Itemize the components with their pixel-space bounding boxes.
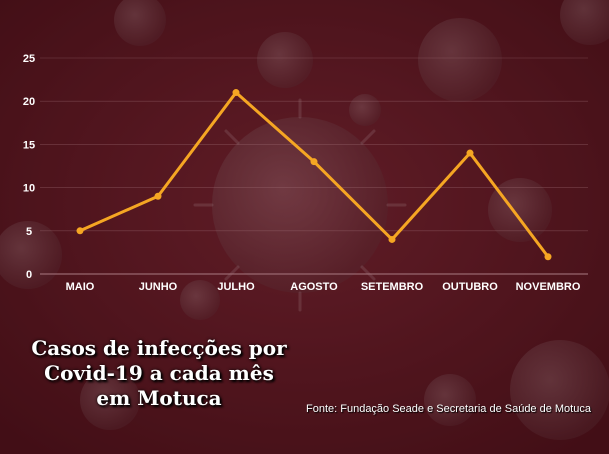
series-line [78, 91, 550, 259]
y-axis-ticks: 0 5 10 15 20 25 [23, 53, 35, 281]
x-tick-label: OUTUBRO [442, 281, 498, 293]
data-point [76, 227, 84, 235]
x-tick-label: NOVEMBRO [516, 281, 581, 293]
chart-title: Casos de infecções por Covid-19 a cada m… [31, 336, 287, 410]
gridlines [40, 57, 588, 275]
data-point [544, 253, 552, 261]
y-tick-label: 0 [26, 269, 32, 281]
x-tick-label: JUNHO [139, 281, 178, 293]
y-tick-label: 5 [26, 226, 32, 238]
data-point [388, 235, 396, 243]
data-point [232, 89, 240, 97]
x-tick-label: JULHO [217, 281, 255, 293]
x-axis-ticks: MAIO JUNHO JULHO AGOSTO SETEMBRO OUTUBRO NOVEM… [66, 281, 581, 293]
data-point [154, 192, 162, 200]
data-point [310, 158, 318, 166]
chart-source-note: Fonte: Fundação Seade e Secretaria de Sa… [306, 403, 591, 415]
x-tick-label: MAIO [66, 281, 95, 293]
data-point [466, 149, 474, 157]
y-tick-label: 25 [23, 53, 35, 65]
x-tick-label: SETEMBRO [361, 281, 424, 293]
y-tick-label: 10 [23, 183, 35, 195]
x-tick-label: AGOSTO [290, 281, 338, 293]
data-series [76, 89, 552, 261]
y-tick-label: 15 [23, 139, 35, 151]
y-tick-label: 20 [23, 96, 35, 108]
